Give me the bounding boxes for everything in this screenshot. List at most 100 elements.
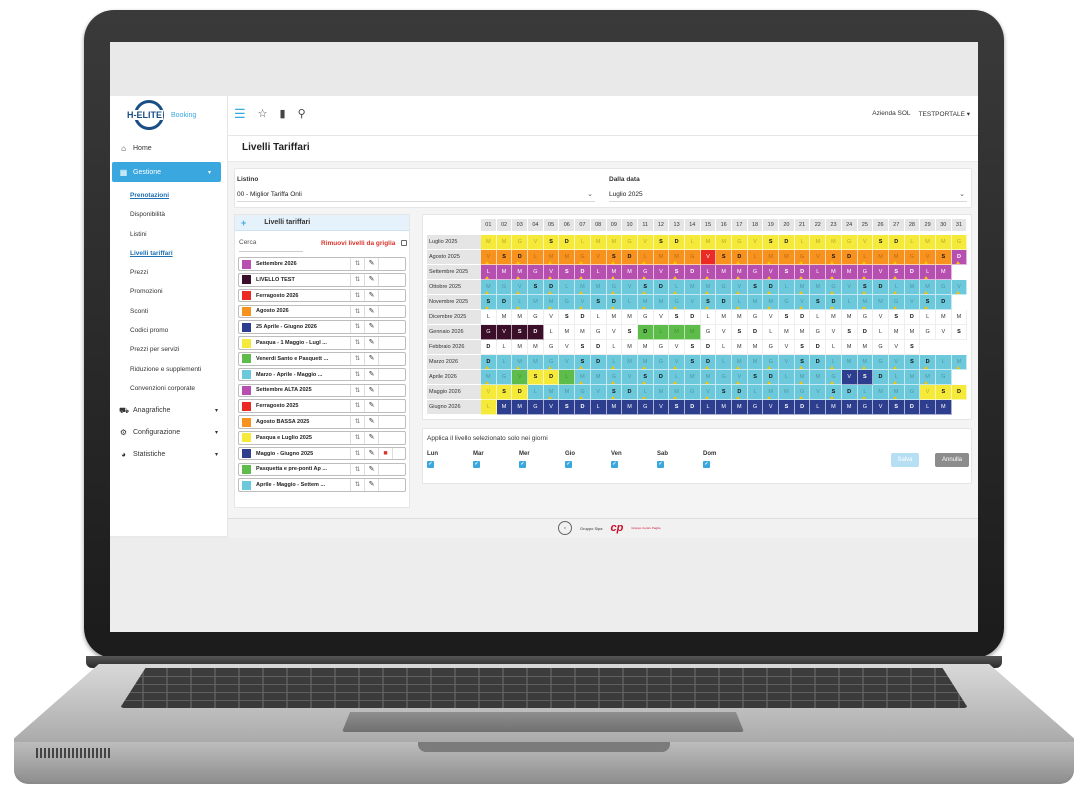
sidebar-sub-riduzione[interactable]: Riduzione e supplementi	[130, 365, 202, 373]
calendar-day-cell[interactable]: M	[512, 400, 529, 415]
calendar-day-cell[interactable]: M	[794, 280, 811, 295]
calendar-day-cell[interactable]: V	[543, 310, 560, 325]
calendar-day-cell[interactable]: D	[935, 295, 952, 310]
calendar-day-cell[interactable]: D	[684, 265, 701, 280]
calendar-day-cell[interactable]: D	[826, 295, 842, 310]
calendar-day-cell[interactable]: L	[904, 235, 921, 250]
level-row[interactable]: Venerdi Santo e Pasquett ... ⇅ ✎	[238, 352, 406, 366]
calendar-day-cell[interactable]: V	[763, 265, 780, 280]
calendar-day-cell[interactable]: V	[920, 385, 936, 400]
calendar-day-cell[interactable]: V	[512, 280, 529, 295]
sort-icon[interactable]: ⇅	[350, 416, 364, 428]
calendar-day-cell[interactable]: V	[716, 325, 732, 340]
calendar-day-cell[interactable]: V	[935, 325, 952, 340]
calendar-day-cell[interactable]: D	[700, 355, 717, 370]
calendar-day-cell[interactable]: V	[543, 265, 560, 280]
sidebar-sub-prezzi-servizi[interactable]: Prezzi per servizi	[130, 346, 180, 354]
calendar-day-cell[interactable]: M	[512, 265, 529, 280]
calendar-day-cell[interactable]: G	[653, 355, 670, 370]
calendar-day-cell[interactable]: M	[920, 235, 936, 250]
calendar-day-cell[interactable]: G	[904, 385, 921, 400]
calendar-day-cell[interactable]: L	[857, 250, 874, 265]
calendar-day-cell[interactable]: M	[841, 400, 858, 415]
calendar-day-cell[interactable]: L	[637, 250, 654, 265]
calendar-day-cell[interactable]: G	[888, 295, 905, 310]
calendar-day-cell[interactable]: S	[496, 250, 513, 265]
calendar-day-cell[interactable]: M	[935, 265, 952, 280]
calendar-day-cell[interactable]: S	[606, 250, 623, 265]
calendar-day-cell[interactable]: V	[810, 385, 827, 400]
listino-select[interactable]: 00 - Miglior Tariffa Onli ⌄	[237, 189, 595, 202]
calendar-day-cell[interactable]: D	[779, 235, 795, 250]
calendar-day-cell[interactable]: M	[951, 310, 968, 325]
calendar-day-cell[interactable]: M	[763, 250, 780, 265]
edit-icon[interactable]: ✎	[364, 274, 378, 286]
sort-icon[interactable]: ⇅	[350, 337, 364, 349]
calendar-day-cell[interactable]: L	[810, 310, 827, 325]
calendar-day-cell[interactable]: D	[904, 265, 921, 280]
calendar-day-cell[interactable]: L	[496, 355, 513, 370]
calendar-day-cell[interactable]: G	[543, 340, 560, 355]
calendar-day-cell[interactable]: S	[951, 325, 968, 340]
calendar-day-cell[interactable]: V	[888, 340, 905, 355]
calendar-day-cell[interactable]: D	[669, 235, 685, 250]
calendar-day-cell[interactable]: L	[528, 250, 544, 265]
calendar-day-cell[interactable]: V	[528, 235, 544, 250]
calendar-day-cell[interactable]: M	[810, 280, 827, 295]
calendar-day-cell[interactable]: M	[732, 400, 748, 415]
weekday-checkbox[interactable]: ✓	[657, 461, 664, 468]
calendar-day-cell[interactable]: D	[684, 310, 701, 325]
calendar-day-cell[interactable]: M	[951, 355, 968, 370]
calendar-day-cell[interactable]: L	[747, 250, 764, 265]
calendar-day-cell[interactable]: S	[873, 235, 889, 250]
sort-icon[interactable]: ⇅	[350, 258, 364, 270]
level-row[interactable]: Pasqua e Luglio 2025 ⇅ ✎	[238, 431, 406, 445]
calendar-day-cell[interactable]: M	[590, 280, 607, 295]
calendar-day-cell[interactable]: D	[904, 400, 921, 415]
calendar-day-cell[interactable]: G	[481, 325, 497, 340]
calendar-day-cell[interactable]: D	[481, 355, 497, 370]
calendar-day-cell[interactable]: L	[779, 280, 795, 295]
calendar-day-cell[interactable]: V	[653, 265, 670, 280]
calendar-day-cell[interactable]: S	[559, 310, 576, 325]
calendar-day-cell[interactable]: M	[857, 295, 874, 310]
level-row[interactable]: Ferragosto 2025 ⇅ ✎	[238, 399, 406, 413]
edit-icon[interactable]: ✎	[364, 321, 378, 333]
calendar-day-cell[interactable]: V	[873, 310, 889, 325]
calendar-day-cell[interactable]: M	[857, 340, 874, 355]
calendar-day-cell[interactable]: D	[873, 370, 889, 385]
sidebar-sub-codici-promo[interactable]: Codici promo	[130, 327, 169, 335]
calendar-day-cell[interactable]: G	[873, 355, 889, 370]
calendar-day-cell[interactable]: M	[606, 400, 623, 415]
calendar-day-cell[interactable]: D	[732, 385, 748, 400]
calendar-day-cell[interactable]: G	[700, 325, 717, 340]
calendar-day-cell[interactable]: M	[826, 265, 842, 280]
calendar-day-cell[interactable]: L	[794, 235, 811, 250]
level-row[interactable]: Settembre ALTA 2025 ⇅ ✎	[238, 383, 406, 398]
calendar-day-cell[interactable]: L	[669, 280, 685, 295]
calendar-day-cell[interactable]: V	[684, 295, 701, 310]
sort-icon[interactable]: ⇅	[350, 479, 364, 491]
sidebar-item-gestione[interactable]: ▦ Gestione ▾	[112, 162, 221, 182]
calendar-day-cell[interactable]: S	[841, 325, 858, 340]
calendar-day-cell[interactable]: M	[606, 310, 623, 325]
search-input[interactable]: Cerca	[239, 239, 257, 246]
calendar-day-cell[interactable]: L	[606, 340, 623, 355]
calendar-day-cell[interactable]: L	[622, 295, 638, 310]
calendar-day-cell[interactable]: D	[716, 295, 732, 310]
calendar-day-cell[interactable]: V	[826, 325, 842, 340]
calendar-day-cell[interactable]: M	[857, 355, 874, 370]
calendar-day-cell[interactable]: M	[747, 355, 764, 370]
calendar-day-cell[interactable]: L	[590, 265, 607, 280]
calendar-day-cell[interactable]: L	[888, 280, 905, 295]
calendar-day-cell[interactable]: D	[857, 325, 874, 340]
calendar-day-cell[interactable]: M	[716, 310, 732, 325]
calendar-day-cell[interactable]: D	[512, 385, 529, 400]
calendar-day-cell[interactable]: G	[590, 325, 607, 340]
sidebar-item-anagrafiche[interactable]: ⛟ Anagrafiche ▾	[110, 400, 228, 420]
calendar-day-cell[interactable]: M	[528, 340, 544, 355]
calendar-day-cell[interactable]: G	[747, 265, 764, 280]
calendar-day-cell[interactable]: S	[496, 385, 513, 400]
sort-icon[interactable]: ⇅	[350, 321, 364, 333]
calendar-day-cell[interactable]: M	[669, 250, 685, 265]
